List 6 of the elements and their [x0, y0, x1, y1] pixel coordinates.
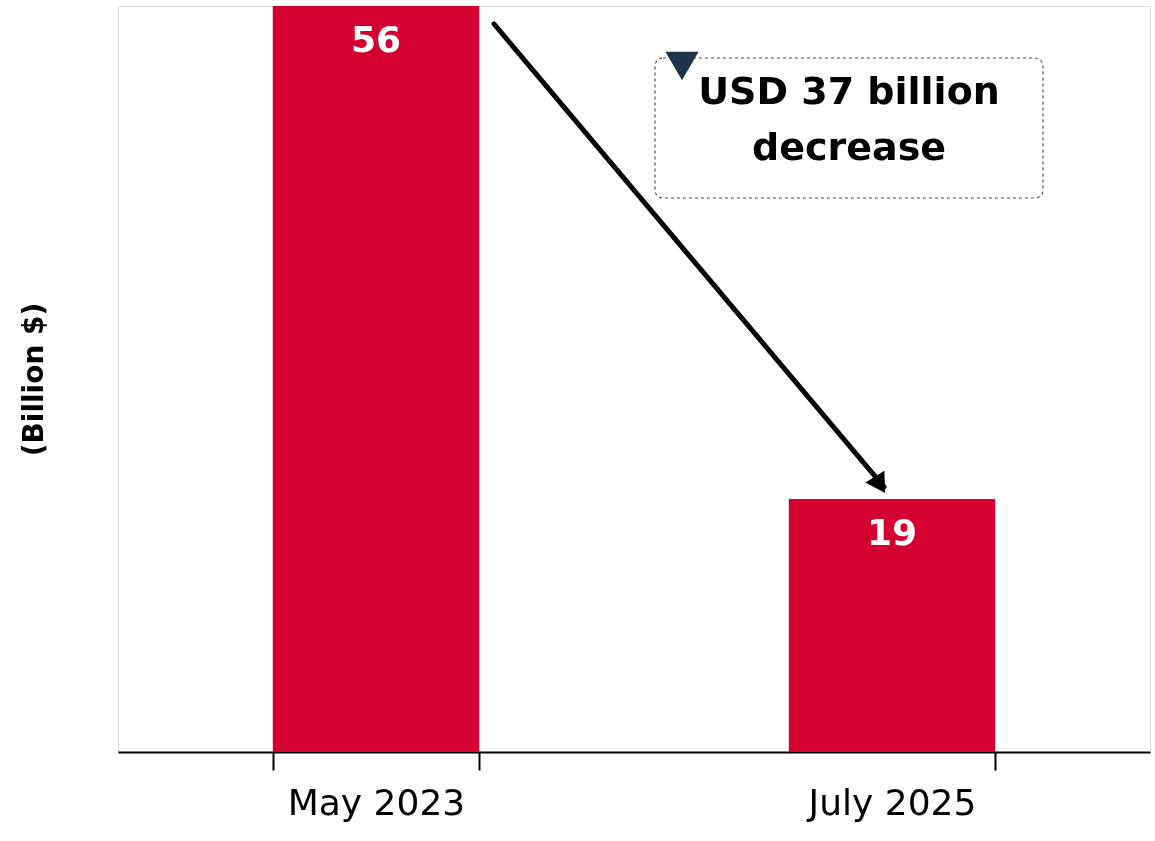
- data-label: 19: [866, 511, 918, 553]
- x-tick-label: May 2023: [287, 781, 466, 823]
- data-label: 56: [350, 19, 402, 60]
- y-axis-title: (Billion $): [16, 302, 50, 457]
- annotation: USD 37 billion decrease: [698, 69, 1000, 169]
- x-tick-label: July 2025: [806, 781, 977, 823]
